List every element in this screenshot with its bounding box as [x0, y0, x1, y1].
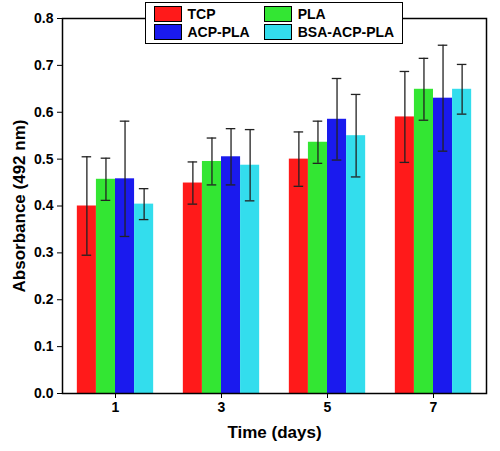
svg-text:0.0: 0.0 — [34, 385, 54, 401]
svg-text:1: 1 — [112, 399, 120, 415]
svg-text:7: 7 — [430, 399, 438, 415]
html-text:BSA-ACP-PLA: BSA-ACP-PLA — [297, 24, 395, 40]
html-text:ACP-PLA: ACP-PLA — [187, 24, 250, 40]
svg-text:5: 5 — [324, 399, 332, 415]
svg-text:0.2: 0.2 — [34, 291, 54, 307]
svg-text:0.1: 0.1 — [34, 338, 54, 354]
svg-text:Absorbance (492 nm): Absorbance (492 nm) — [10, 120, 29, 293]
svg-text:0.6: 0.6 — [34, 104, 54, 120]
svg-text:Time (days): Time (days) — [227, 423, 321, 442]
svg-text:0.5: 0.5 — [34, 151, 54, 167]
html-text:PLA: PLA — [297, 6, 326, 22]
html-text:TCP: TCP — [187, 6, 216, 22]
svg-text:0.7: 0.7 — [34, 57, 54, 73]
svg-text:0.8: 0.8 — [34, 10, 54, 26]
svg-text:0.4: 0.4 — [34, 197, 54, 213]
svg-text:0.3: 0.3 — [34, 244, 54, 260]
svg-text:3: 3 — [218, 399, 226, 415]
